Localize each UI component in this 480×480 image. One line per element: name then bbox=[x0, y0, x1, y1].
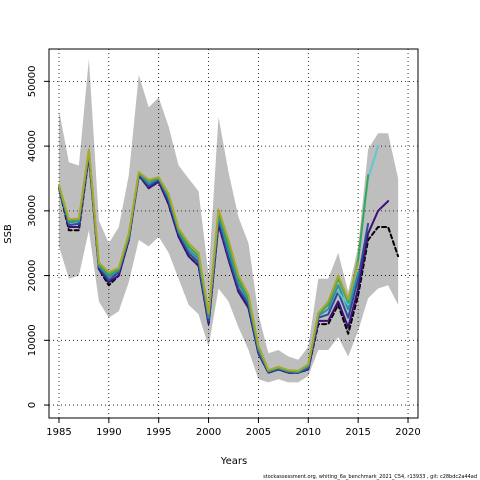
x-axis-label: Years bbox=[220, 456, 247, 467]
x-tick-label: 1995 bbox=[146, 427, 171, 438]
footer-caption: stockassessment.org, whiting_6a_benchmar… bbox=[263, 474, 477, 480]
y-tick-label: 50000 bbox=[27, 65, 38, 97]
x-tick-label: 1985 bbox=[46, 427, 71, 438]
x-tick-label: 2000 bbox=[196, 427, 221, 438]
y-tick-label: 40000 bbox=[27, 130, 38, 162]
series-layer bbox=[58, 145, 400, 374]
confidence-band bbox=[59, 58, 399, 383]
x-tick-label: 2010 bbox=[296, 427, 321, 438]
x-tick-label: 1990 bbox=[96, 427, 121, 438]
series-line-7 bbox=[58, 148, 360, 372]
confidence-band-layer bbox=[59, 58, 399, 383]
plot-frame bbox=[48, 48, 419, 419]
series-line-2 bbox=[58, 154, 390, 374]
y-tick-label: 0 bbox=[27, 402, 38, 408]
y-tick-label: 30000 bbox=[27, 195, 38, 227]
x-tick-label: 2005 bbox=[246, 427, 271, 438]
y-axis-label: SSB bbox=[3, 224, 14, 244]
series-line-4 bbox=[58, 150, 360, 373]
x-axis: 1985 1990 1995 2000 2005 2010 2015 2020 bbox=[46, 418, 421, 438]
x-tick-label: 2015 bbox=[345, 427, 370, 438]
y-tick-label: 20000 bbox=[27, 260, 38, 292]
y-tick-label: 10000 bbox=[27, 324, 38, 356]
y-axis: 0 10000 20000 30000 40000 50000 bbox=[27, 65, 49, 408]
x-tick-label: 2020 bbox=[395, 427, 420, 438]
